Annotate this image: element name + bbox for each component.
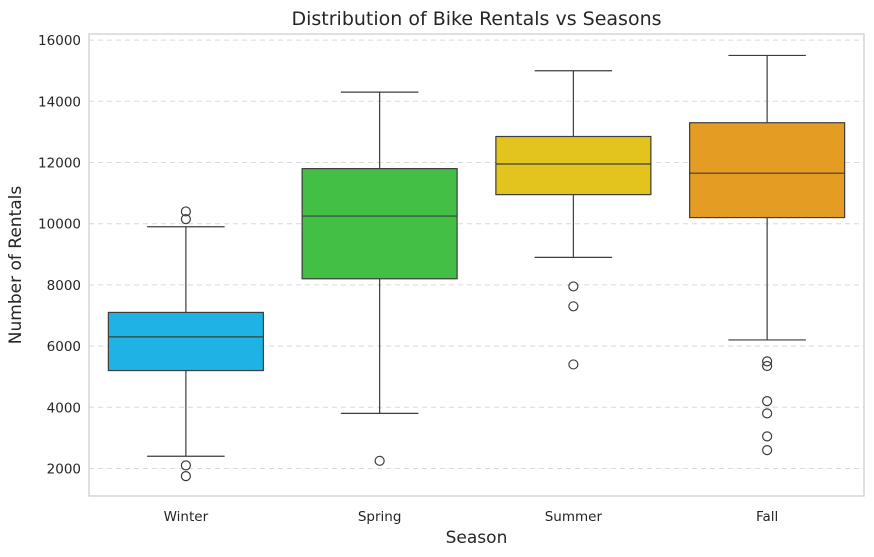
outlier-point — [180, 206, 191, 217]
outlier-point — [180, 460, 191, 471]
outlier-point — [568, 281, 579, 292]
box-group-fall — [689, 54, 846, 456]
y-tick-label: 2000 — [47, 461, 81, 477]
y-tick-label: 14000 — [38, 94, 81, 110]
outlier-point — [762, 431, 773, 442]
y-tick-label: 6000 — [47, 339, 81, 355]
outlier-point — [180, 214, 191, 225]
x-tick-label: Winter — [164, 509, 209, 525]
box-summer — [495, 135, 652, 196]
outlier-point — [762, 396, 773, 407]
y-tick-label: 16000 — [38, 33, 81, 49]
chart-title: Distribution of Bike Rentals vs Seasons — [291, 8, 661, 30]
y-axis-label: Number of Rentals — [6, 186, 26, 345]
box-fall — [689, 122, 846, 219]
outlier-point — [762, 360, 773, 372]
plot-area-frame — [88, 33, 865, 497]
box-winter — [107, 311, 264, 372]
y-tick-label: 12000 — [38, 156, 81, 172]
outlier-point — [568, 359, 579, 370]
y-tick-label: 8000 — [47, 278, 81, 294]
outlier-point — [762, 445, 773, 456]
x-tick-label: Summer — [545, 509, 603, 525]
y-tick-label: 10000 — [38, 217, 81, 233]
x-tick-label: Spring — [358, 509, 402, 525]
box-group-summer — [495, 70, 652, 370]
x-axis-label: Season — [446, 528, 508, 548]
outlier-point — [180, 471, 191, 482]
box-group-winter — [107, 206, 264, 482]
box-group-spring — [301, 91, 458, 466]
box-spring — [301, 168, 458, 280]
box-series — [107, 54, 846, 482]
x-axis-ticks: Winter Spring Summer Fall — [164, 509, 779, 525]
outlier-point — [762, 408, 773, 419]
y-axis-ticks: 2000 4000 6000 8000 10000 12000 14000 16000 — [38, 33, 81, 477]
y-tick-label: 4000 — [47, 400, 81, 416]
x-tick-label: Fall — [756, 509, 778, 525]
outlier-point — [568, 301, 579, 312]
outlier-point — [374, 455, 385, 466]
outlier-point — [762, 356, 773, 367]
